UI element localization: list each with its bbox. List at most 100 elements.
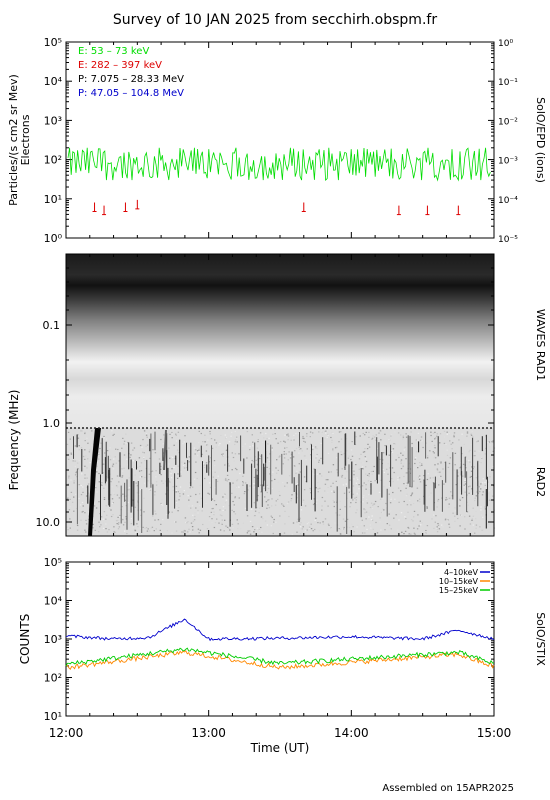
rad2-speckle bbox=[268, 499, 270, 501]
rad2-speckle bbox=[251, 459, 253, 462]
rad2-speckle bbox=[481, 482, 484, 484]
rad2-speckle bbox=[98, 458, 100, 460]
rad2-speckle bbox=[133, 527, 136, 529]
rad2-speckle bbox=[436, 468, 439, 470]
rad2-speckle bbox=[96, 491, 98, 493]
rad2-speckle bbox=[86, 532, 89, 534]
rad2-speckle bbox=[400, 468, 403, 470]
rad2-speckle bbox=[354, 497, 356, 499]
rad2-speckle bbox=[109, 467, 111, 469]
rad2-speckle bbox=[410, 495, 412, 497]
rad2-speckle bbox=[84, 449, 86, 451]
rad2-speckle bbox=[174, 520, 176, 522]
rad2-speckle bbox=[419, 439, 422, 441]
rad2-speckle bbox=[471, 519, 473, 521]
rad2-speckle bbox=[102, 472, 104, 474]
epd-legend-entry: P: 47.05 – 104.8 MeV bbox=[78, 88, 184, 99]
rad2-speckle bbox=[298, 446, 300, 448]
rad2-speckle bbox=[410, 533, 412, 535]
rad2-speckle bbox=[210, 511, 213, 513]
rad2-speckle bbox=[187, 442, 189, 444]
rad2-speckle bbox=[425, 484, 427, 486]
rad2-speckle bbox=[378, 432, 380, 434]
rad2-speckle bbox=[232, 482, 234, 484]
rad2-speckle bbox=[197, 528, 200, 530]
rad2-speckle bbox=[179, 495, 181, 497]
rad2-speckle bbox=[402, 463, 405, 465]
rad2-speckle bbox=[67, 483, 69, 485]
stix-legend-label: 15–25keV bbox=[439, 586, 479, 595]
rad2-speckle bbox=[81, 501, 84, 503]
rad2-speckle bbox=[199, 504, 201, 506]
rad2-speckle bbox=[384, 445, 386, 447]
epd-ytick-label: 10⁰ bbox=[44, 232, 63, 245]
rad2-speckle bbox=[296, 497, 298, 499]
rad2-speckle bbox=[168, 511, 170, 513]
rad2-speckle bbox=[371, 515, 373, 517]
rad2-speckle bbox=[416, 528, 419, 530]
rad2-speckle bbox=[390, 434, 393, 436]
rad2-speckle bbox=[361, 519, 363, 521]
rad2-speckle bbox=[310, 443, 312, 445]
rad2-speckle bbox=[69, 506, 71, 508]
rad2-speckle bbox=[158, 523, 160, 525]
rad2-speckle bbox=[160, 438, 162, 441]
stix-right-label: SolO/STIX bbox=[534, 612, 547, 666]
rad2-speckle bbox=[447, 466, 450, 468]
rad2-speckle bbox=[300, 448, 302, 450]
rad2-speckle bbox=[76, 497, 78, 499]
rad2-speckle bbox=[175, 489, 178, 491]
rad2-speckle bbox=[76, 529, 79, 531]
rad2-speckle bbox=[309, 487, 311, 489]
rad2-speckle bbox=[209, 459, 211, 461]
rad2-speckle bbox=[136, 523, 138, 525]
rad2-speckle bbox=[92, 523, 94, 525]
rad2-speckle bbox=[81, 430, 83, 432]
rad2-speckle bbox=[478, 450, 480, 452]
rad2-speckle bbox=[82, 505, 84, 507]
rad2-speckle bbox=[358, 488, 360, 490]
rad2-speckle bbox=[267, 499, 269, 501]
rad2-speckle bbox=[488, 490, 491, 492]
rad2-speckle bbox=[402, 454, 404, 456]
rad2-speckle bbox=[463, 484, 465, 486]
rad2-speckle bbox=[341, 434, 343, 436]
rad2-speckle bbox=[388, 439, 390, 441]
rad2-speckle bbox=[208, 493, 211, 495]
rad2-speckle bbox=[267, 486, 269, 488]
rad2-speckle bbox=[155, 470, 157, 472]
rad2-speckle bbox=[349, 506, 351, 508]
rad2-speckle bbox=[466, 512, 468, 514]
rad2-speckle bbox=[148, 530, 151, 532]
rad2-speckle bbox=[143, 452, 145, 454]
rad2-speckle bbox=[155, 513, 157, 515]
rad2-speckle bbox=[338, 441, 340, 443]
rad2-speckle bbox=[148, 489, 150, 491]
rad2-speckle bbox=[453, 436, 455, 438]
rad2-speckle bbox=[130, 454, 132, 456]
rad2-speckle bbox=[454, 520, 456, 522]
rad2-speckle bbox=[225, 449, 228, 451]
rad2-speckle bbox=[405, 458, 407, 460]
rad2-speckle bbox=[395, 514, 397, 516]
rad2-speckle bbox=[157, 519, 160, 521]
rad2-speckle bbox=[113, 433, 115, 435]
rad2-speckle bbox=[69, 527, 71, 529]
rad2-speckle bbox=[128, 487, 131, 489]
rad2-speckle bbox=[145, 467, 147, 470]
epd-ytick-label-right: 10⁻² bbox=[498, 117, 518, 127]
rad2-speckle bbox=[422, 446, 424, 449]
rad2-speckle bbox=[256, 463, 259, 465]
rad2-speckle bbox=[380, 529, 382, 531]
rad2-speckle bbox=[365, 488, 367, 490]
rad2-speckle bbox=[269, 473, 271, 475]
rad2-speckle bbox=[302, 503, 304, 505]
rad2-speckle bbox=[219, 514, 222, 516]
rad2-speckle bbox=[102, 436, 104, 439]
rad2-speckle bbox=[330, 485, 332, 487]
rad2-speckle bbox=[426, 507, 428, 509]
rad2-speckle bbox=[487, 523, 490, 525]
rad2-speckle bbox=[396, 529, 399, 531]
rad2-speckle bbox=[469, 476, 471, 478]
rad2-speckle bbox=[317, 491, 319, 493]
